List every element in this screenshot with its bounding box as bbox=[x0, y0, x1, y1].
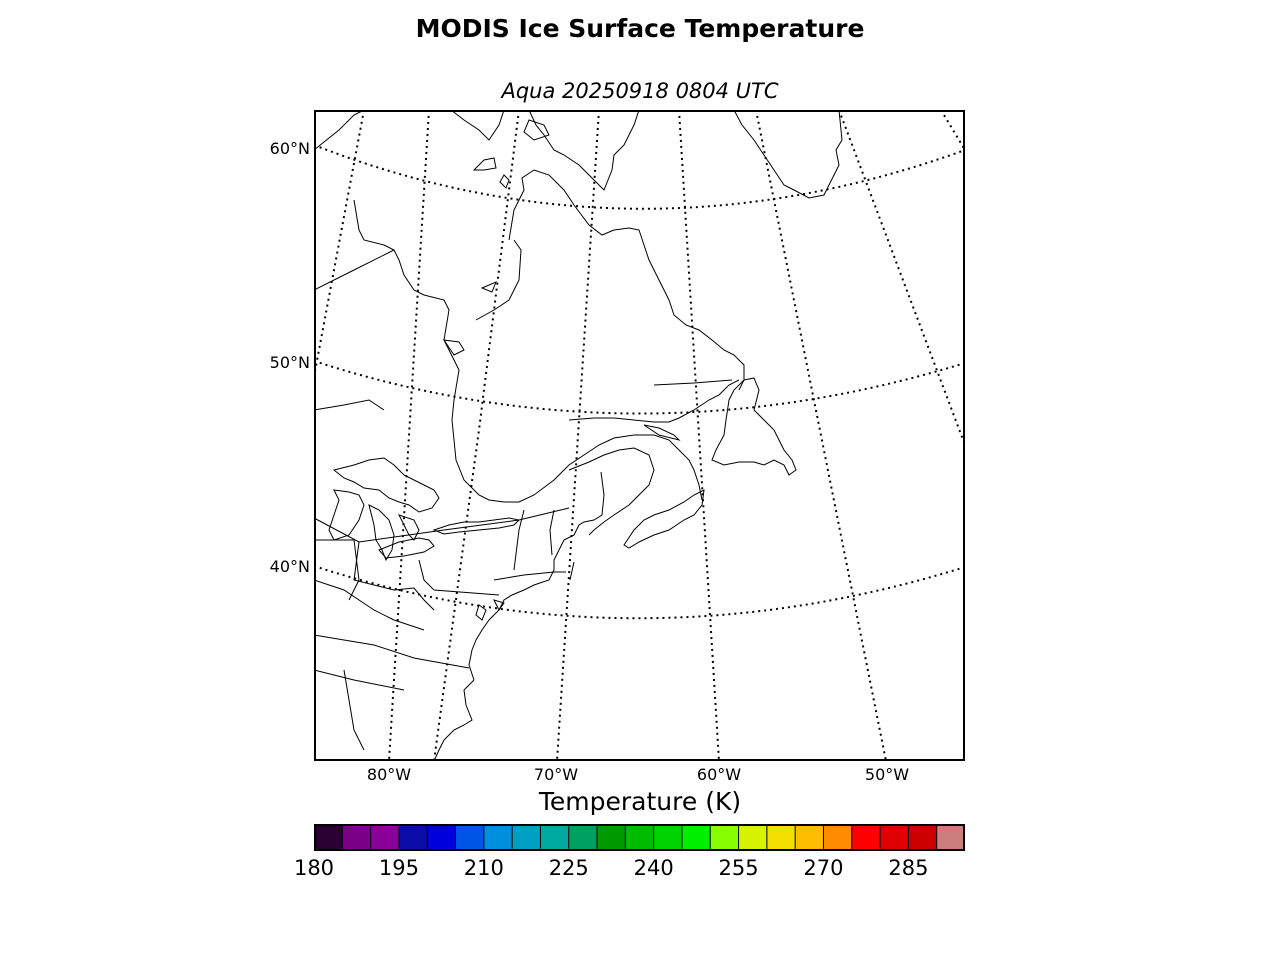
map-panel bbox=[314, 110, 965, 761]
colorbar-swatch bbox=[483, 824, 513, 851]
colorbar-swatch bbox=[851, 824, 881, 851]
coastlines bbox=[314, 110, 843, 761]
colorbar-swatch bbox=[795, 824, 824, 851]
colorbar-swatch bbox=[398, 824, 428, 851]
colorbar-swatch bbox=[314, 824, 343, 851]
colorbar-title: Temperature (K) bbox=[538, 787, 742, 816]
graticule-meridians bbox=[314, 110, 965, 761]
colorbar-swatch bbox=[710, 824, 740, 851]
colorbar-tick-label: 270 bbox=[803, 856, 844, 880]
colorbar-swatch bbox=[512, 824, 541, 851]
colorbar-swatch bbox=[342, 824, 372, 851]
lon-label-80w: 80°W bbox=[366, 765, 412, 784]
colorbar-swatch bbox=[936, 824, 965, 851]
lon-label-50w: 50°W bbox=[864, 765, 910, 784]
colorbar-swatch bbox=[597, 824, 626, 851]
lat-label-60n: 60°N bbox=[269, 139, 310, 158]
colorbar-tick-label: 255 bbox=[718, 856, 759, 880]
colorbar-swatch bbox=[766, 824, 796, 851]
colorbar-tick-label: 195 bbox=[378, 856, 419, 880]
colorbar-swatch bbox=[455, 824, 485, 851]
political-borders bbox=[314, 249, 733, 751]
colorbar-swatch bbox=[738, 824, 768, 851]
colorbar-swatch bbox=[823, 824, 853, 851]
colorbar-swatch bbox=[653, 824, 683, 851]
colorbar-swatch bbox=[681, 824, 711, 851]
colorbar-tick-label: 285 bbox=[888, 856, 929, 880]
plot-title: MODIS Ice Surface Temperature bbox=[415, 14, 865, 43]
colorbar-swatch bbox=[625, 824, 655, 851]
colorbar-tick-label: 180 bbox=[293, 856, 335, 880]
colorbar-swatch bbox=[540, 824, 570, 851]
graticule-parallels bbox=[314, 144, 965, 620]
lat-label-40n: 40°N bbox=[269, 557, 310, 576]
colorbar-swatch bbox=[568, 824, 598, 851]
colorbar-tick-label: 210 bbox=[463, 856, 504, 880]
colorbar-swatch bbox=[370, 824, 400, 851]
lon-label-60w: 60°W bbox=[696, 765, 742, 784]
lon-label-70w: 70°W bbox=[533, 765, 579, 784]
colorbar-tick-label: 240 bbox=[633, 856, 674, 880]
colorbar-swatch bbox=[427, 824, 457, 851]
colorbar-tick-label: 225 bbox=[548, 856, 589, 880]
colorbar-swatch bbox=[880, 824, 909, 851]
colorbar-border bbox=[314, 824, 965, 851]
lat-label-50n: 50°N bbox=[269, 353, 310, 372]
colorbar bbox=[314, 824, 965, 851]
plot-subtitle: Aqua 20250918 0804 UTC bbox=[501, 79, 779, 103]
colorbar-swatch bbox=[908, 824, 938, 851]
